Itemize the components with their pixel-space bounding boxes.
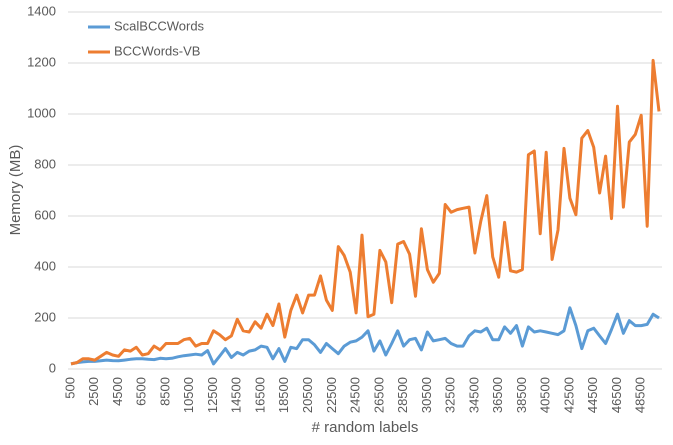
x-tick-label: 18500	[276, 377, 291, 413]
y-tick-label: 200	[34, 309, 56, 324]
x-tick-label: 38500	[514, 377, 529, 413]
x-tick-label: 500	[62, 377, 77, 399]
x-tick-label: 44500	[585, 377, 600, 413]
x-tick-label: 20500	[300, 377, 315, 413]
x-axis-title: # random labels	[312, 419, 419, 436]
y-axis-title: Memory (MB)	[7, 145, 24, 236]
x-tick-label: 6500	[134, 377, 149, 406]
series-line	[70, 58, 661, 366]
legend-label: BCCWords-VB	[114, 43, 200, 58]
x-tick-label: 48500	[633, 377, 648, 413]
x-tick-label: 34500	[466, 377, 481, 413]
x-tick-label: 8500	[157, 377, 172, 406]
x-tick-label: 30500	[419, 377, 434, 413]
y-tick-label: 1000	[27, 105, 56, 120]
x-tick-label: 4500	[110, 377, 125, 406]
x-tick-label: 14500	[229, 377, 244, 413]
x-tick-label: 28500	[395, 377, 410, 413]
x-tick-label: 32500	[443, 377, 458, 413]
x-tick-label: 10500	[181, 377, 196, 413]
x-tick-label: 22500	[324, 377, 339, 413]
y-tick-label: 1200	[27, 54, 56, 69]
y-tick-label: 1400	[27, 3, 56, 18]
y-tick-label: 600	[34, 207, 56, 222]
x-tick-label: 12500	[205, 377, 220, 413]
x-tick-label: 26500	[371, 377, 386, 413]
x-tick-label: 40500	[538, 377, 553, 413]
y-tick-label: 800	[34, 156, 56, 171]
y-tick-label: 400	[34, 258, 56, 273]
x-tick-label: 24500	[348, 377, 363, 413]
x-tick-label: 2500	[86, 377, 101, 406]
x-tick-label: 42500	[561, 377, 576, 413]
legend-label: ScalBCCWords	[114, 18, 205, 33]
series-line	[70, 306, 660, 366]
x-tick-label: 36500	[490, 377, 505, 413]
y-tick-label: 0	[49, 360, 56, 375]
x-tick-label: 46500	[609, 377, 624, 413]
x-tick-label: 16500	[252, 377, 267, 413]
